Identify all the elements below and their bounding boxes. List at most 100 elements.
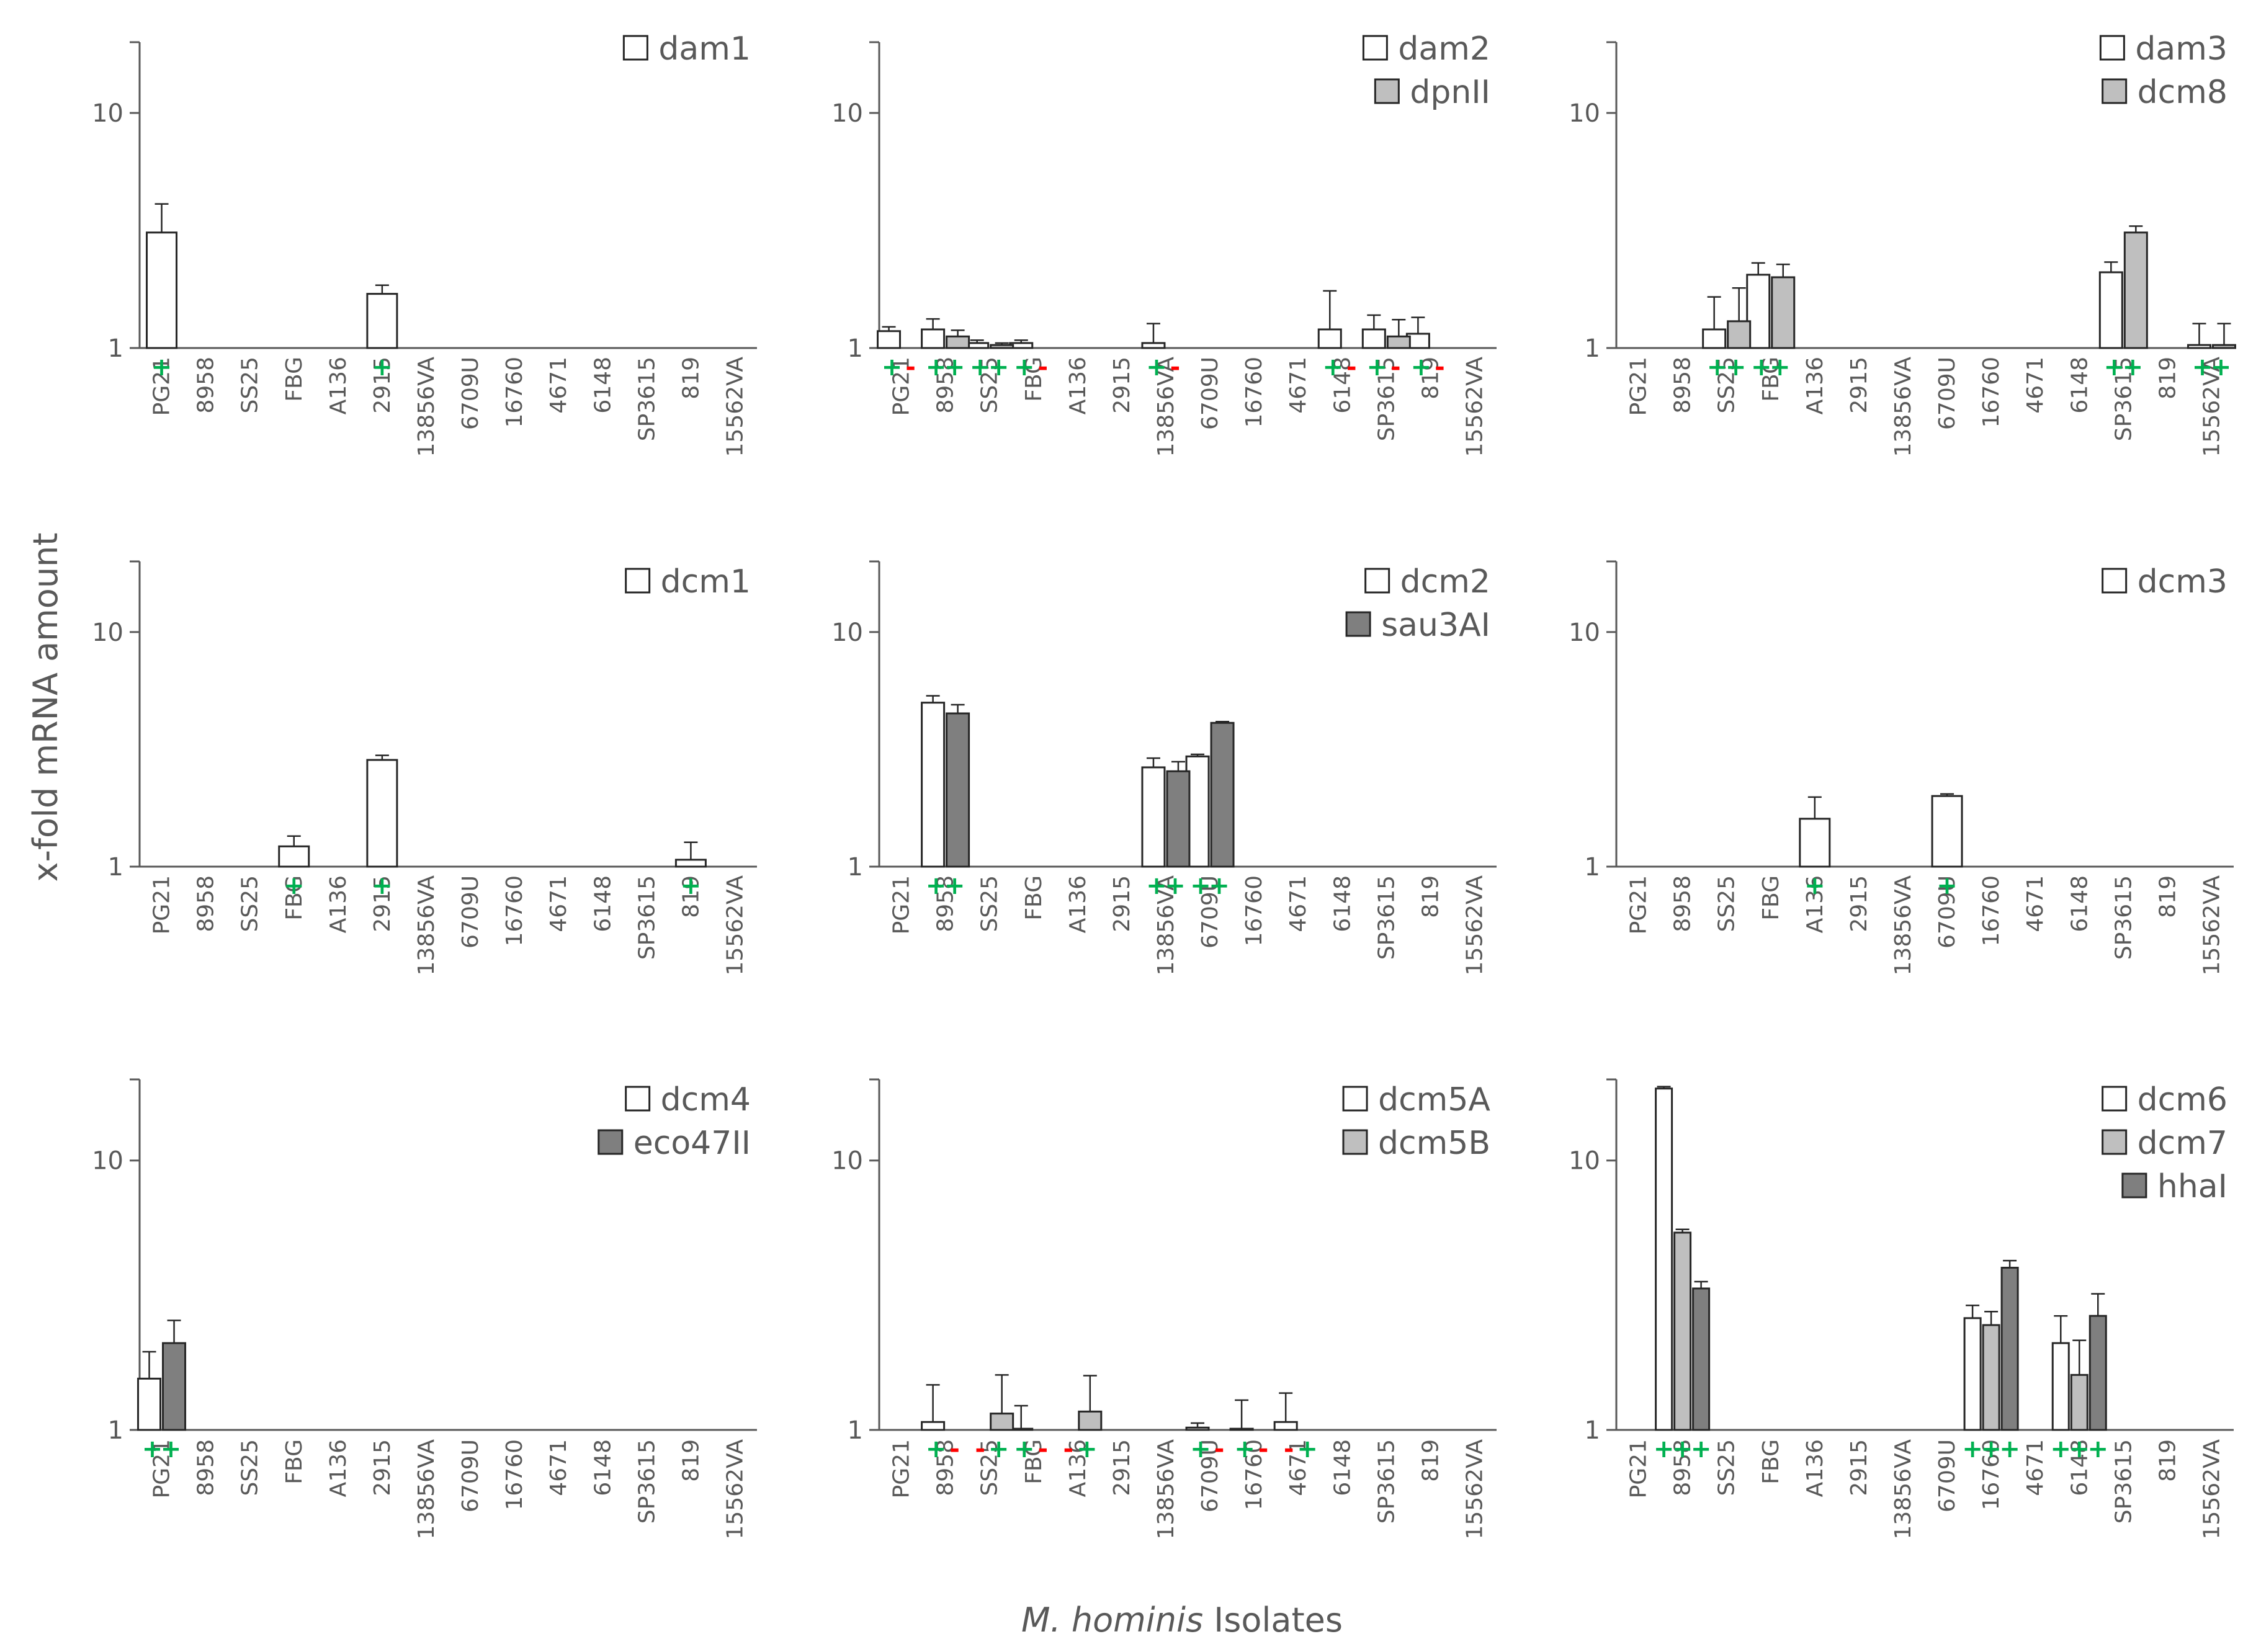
x-category-label: 4671	[2023, 357, 2048, 414]
legend-label: eco47II	[634, 1125, 751, 1162]
plus-marker: +	[926, 353, 947, 382]
x-category-label: 6709U	[1198, 875, 1223, 949]
minus-marker: -	[1435, 353, 1445, 382]
y-tick-label: 1	[108, 853, 123, 882]
legend-swatch	[1362, 35, 1388, 61]
plus-marker: +	[1654, 1435, 1675, 1463]
plus-marker: +	[1411, 353, 1432, 382]
legend-label: dcm5B	[1378, 1125, 1490, 1162]
bar	[2098, 271, 2123, 349]
x-category-label: 6148	[2067, 1439, 2092, 1496]
x-category-label: 2915	[1847, 1439, 1872, 1496]
x-category-label: A136	[1065, 875, 1091, 933]
bar	[1141, 766, 1166, 868]
plus-marker: +	[681, 872, 702, 900]
x-category-label: 6148	[590, 875, 616, 932]
plus-marker: +	[1936, 872, 1958, 900]
legend-label: dcm4	[661, 1081, 751, 1118]
x-category-label: 2915	[1847, 357, 1872, 414]
x-category-label: 6709U	[1935, 1439, 1960, 1512]
plus-marker: +	[1077, 1435, 1098, 1463]
legend-swatch	[2099, 35, 2125, 61]
x-category-label: A136	[1065, 1439, 1091, 1497]
bar	[990, 344, 1014, 349]
x-category-label: SS25	[238, 1439, 263, 1496]
bar	[1771, 276, 1796, 349]
x-category-label: FBG	[282, 357, 307, 402]
x-category-label: 16760	[502, 875, 527, 947]
minus-marker: -	[1037, 353, 1048, 382]
y-tick-label: 1	[848, 1416, 863, 1445]
x-category-label: 16760	[1979, 357, 2004, 428]
legend-swatch	[1374, 78, 1400, 104]
y-tick-label: 1	[848, 334, 863, 363]
bar	[1655, 1087, 1673, 1431]
plus-marker: +	[161, 1435, 182, 1463]
plus-marker: +	[926, 1435, 947, 1463]
plus-marker: +	[1707, 353, 1728, 382]
plus-marker: +	[2211, 353, 2232, 382]
plus-marker: +	[1165, 872, 1186, 900]
y-tick-label: 1	[848, 853, 863, 882]
legend-label: sau3AI	[1381, 607, 1490, 644]
plus-marker: +	[944, 872, 965, 900]
x-category-label: 4671	[2023, 1439, 2048, 1496]
x-category-label: SP3615	[2111, 1439, 2136, 1524]
x-category-label: 4671	[1286, 1439, 1311, 1496]
legend-label: dcm6	[2138, 1081, 2227, 1118]
legend-swatch	[1345, 611, 1371, 637]
x-category-label: 4671	[546, 357, 571, 414]
x-category-label: 13856VA	[1891, 875, 1916, 976]
x-category-label: 6709U	[458, 1439, 483, 1512]
x-category-label: 2915	[370, 875, 395, 932]
x-category-label: PG21	[889, 875, 915, 934]
legend-swatch	[2102, 1086, 2128, 1112]
x-category-label: 16760	[1242, 875, 1267, 947]
x-category-label: PG21	[889, 357, 915, 416]
x-axis-label-species: M. hominis	[1021, 1601, 1203, 1640]
bar	[1727, 320, 1752, 349]
legend-label: dam2	[1398, 30, 1490, 68]
bar	[1799, 818, 1831, 868]
legend-swatch	[598, 1129, 624, 1155]
plus-marker: +	[970, 353, 991, 382]
x-category-label: PG21	[889, 1439, 915, 1498]
y-tick-label: 1	[1585, 1416, 1600, 1445]
plus-marker: +	[1190, 872, 1211, 900]
minus-marker: -	[1063, 1435, 1074, 1463]
plus-marker: +	[1146, 872, 1167, 900]
bar	[2211, 344, 2236, 349]
plus-marker: +	[1014, 1435, 1035, 1463]
x-category-label: SP3615	[1374, 1439, 1399, 1524]
legend-label: dpnII	[1410, 74, 1490, 111]
x-category-label: 15562VA	[722, 357, 748, 457]
x-category-label: 819	[678, 1439, 704, 1482]
bar	[1229, 1427, 1254, 1431]
legend-label: dam1	[658, 30, 751, 68]
bar	[137, 1377, 162, 1431]
minus-marker: -	[905, 353, 916, 382]
x-category-label: 15562VA	[1462, 357, 1487, 457]
minus-marker: -	[1258, 1435, 1269, 1463]
x-category-label: 6148	[1330, 875, 1355, 932]
minus-marker: -	[1037, 1435, 1048, 1463]
x-category-label: 15562VA	[722, 875, 748, 976]
x-category-label: 4671	[2023, 875, 2048, 932]
bar	[1673, 1231, 1692, 1431]
x-category-label: SP3615	[1374, 875, 1399, 960]
plus-marker: +	[372, 872, 393, 900]
plus-marker: +	[1209, 872, 1230, 900]
x-category-label: 2915	[1109, 357, 1135, 414]
bar	[2089, 1315, 2107, 1431]
x-category-label: FBG	[1758, 1439, 1784, 1485]
plus-marker: +	[1146, 353, 1167, 382]
y-tick-label: 1	[108, 334, 123, 363]
plus-marker: +	[988, 1435, 1010, 1463]
plus-marker: +	[1297, 1435, 1318, 1463]
x-category-label: PG21	[150, 1439, 175, 1498]
x-category-label: 6148	[2067, 357, 2092, 414]
y-tick-label: 10	[1569, 1147, 1600, 1176]
x-category-label: 4671	[546, 1439, 571, 1496]
x-category-label: 13856VA	[1891, 1439, 1916, 1540]
legend-swatch	[622, 35, 648, 61]
